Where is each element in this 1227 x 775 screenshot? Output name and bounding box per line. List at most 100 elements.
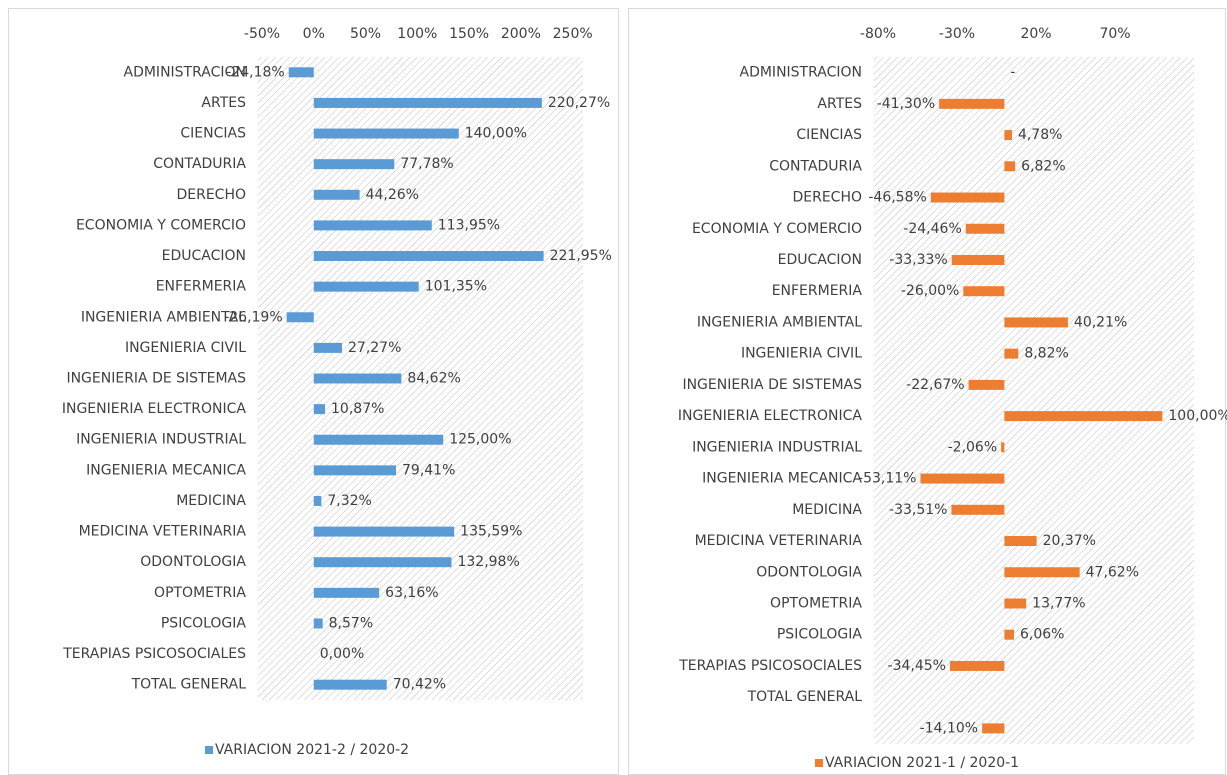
bar bbox=[1004, 317, 1068, 328]
x-tick-label: 200% bbox=[501, 26, 541, 42]
bar bbox=[313, 404, 326, 415]
data-label: 6,06% bbox=[1020, 627, 1064, 643]
data-label: 79,41% bbox=[402, 462, 455, 478]
bar bbox=[951, 504, 1005, 515]
data-label: 0,00% bbox=[320, 646, 364, 662]
data-label: 27,27% bbox=[348, 340, 401, 356]
bar bbox=[965, 223, 1005, 234]
legend-label: VARIACION 2021-2 / 2020-2 bbox=[215, 742, 409, 758]
plot-area bbox=[258, 57, 583, 700]
data-label: -33,33% bbox=[889, 252, 947, 268]
y-tick-label: ECONOMIA Y COMERCIO bbox=[76, 217, 246, 233]
y-tick-label: CONTADURIA bbox=[153, 156, 246, 172]
data-label: 135,59% bbox=[460, 524, 522, 540]
bar bbox=[313, 189, 360, 200]
bar bbox=[313, 434, 444, 445]
y-tick-label: ADMINISTRACION bbox=[124, 64, 247, 80]
bar bbox=[920, 473, 1005, 484]
plot-area bbox=[874, 57, 1194, 744]
bar bbox=[951, 254, 1005, 265]
bar bbox=[313, 526, 455, 537]
bar bbox=[313, 618, 323, 629]
data-label: -53,11% bbox=[858, 471, 916, 487]
y-tick-label: TERAPIAS PSICOSOCIALES bbox=[678, 658, 862, 674]
data-label: 44,26% bbox=[366, 187, 419, 203]
bar bbox=[288, 67, 314, 78]
bar bbox=[1004, 598, 1027, 609]
data-label: 84,62% bbox=[407, 371, 460, 387]
y-tick-label: ENFERMERIA bbox=[772, 283, 863, 299]
y-tick-label: PSICOLOGIA bbox=[161, 615, 247, 631]
y-tick-label: INGENIERIA DE SISTEMAS bbox=[682, 377, 862, 393]
y-tick-label: ARTES bbox=[817, 96, 862, 112]
bar bbox=[313, 465, 397, 476]
data-label: -22,67% bbox=[906, 377, 964, 393]
bar bbox=[313, 128, 459, 139]
bar bbox=[1004, 161, 1016, 172]
bar bbox=[313, 557, 452, 568]
x-tick-label: 0% bbox=[303, 26, 325, 42]
bar bbox=[982, 723, 1005, 734]
y-tick-label: DERECHO bbox=[176, 187, 246, 203]
data-label: 4,78% bbox=[1018, 127, 1062, 143]
y-tick-label: TOTAL GENERAL bbox=[131, 677, 247, 693]
x-tick-label: 100% bbox=[397, 26, 437, 42]
x-tick-label: 250% bbox=[553, 26, 593, 42]
bar bbox=[1004, 629, 1014, 640]
y-tick-label: EDUCACION bbox=[162, 248, 246, 264]
x-tick-label: 50% bbox=[350, 26, 381, 42]
bar bbox=[286, 312, 314, 323]
bar bbox=[313, 679, 387, 690]
bar bbox=[313, 97, 542, 108]
data-label: 13,77% bbox=[1032, 595, 1085, 611]
y-tick-label: INGENIERIA CIVIL bbox=[125, 340, 246, 356]
bar bbox=[1004, 567, 1080, 578]
y-tick-label: INGENIERIA AMBIENTAL bbox=[697, 314, 862, 330]
data-label: 8,57% bbox=[329, 615, 373, 631]
y-tick-label: CONTADURIA bbox=[769, 158, 862, 174]
y-tick-label: DERECHO bbox=[792, 190, 862, 206]
y-tick-label: INGENIERIA INDUSTRIAL bbox=[692, 439, 862, 455]
data-label: -26,00% bbox=[901, 283, 959, 299]
y-tick-label: ARTES bbox=[201, 95, 246, 111]
y-tick-label: ENFERMERIA bbox=[156, 279, 247, 295]
y-tick-label: INGENIERIA MECANICA bbox=[86, 462, 246, 478]
bar bbox=[313, 342, 343, 353]
bar bbox=[313, 587, 380, 598]
data-label: 10,87% bbox=[331, 401, 384, 417]
y-tick-label: TERAPIAS PSICOSOCIALES bbox=[62, 646, 246, 662]
data-label: 77,78% bbox=[400, 156, 453, 172]
bar bbox=[313, 281, 419, 292]
data-label: - bbox=[1010, 65, 1015, 81]
y-tick-label: INGENIERIA ELECTRONICA bbox=[62, 401, 247, 417]
bar bbox=[313, 495, 322, 506]
y-tick-label: TOTAL GENERAL bbox=[747, 689, 863, 705]
bar bbox=[1001, 442, 1005, 453]
bar bbox=[1004, 536, 1037, 547]
y-tick-label: ODONTOLOGIA bbox=[140, 554, 246, 570]
data-label: 70,42% bbox=[393, 677, 446, 693]
y-tick-label: CIENCIAS bbox=[180, 126, 246, 142]
data-label: -41,30% bbox=[877, 96, 935, 112]
bar bbox=[1004, 411, 1163, 422]
data-label: 125,00% bbox=[449, 432, 511, 448]
y-tick-label: INGENIERIA ELECTRONICA bbox=[678, 408, 863, 424]
y-tick-label: ADMINISTRACION bbox=[740, 65, 863, 81]
data-label: -33,51% bbox=[889, 502, 947, 518]
data-label: 47,62% bbox=[1086, 564, 1139, 580]
y-tick-label: INGENIERIA DE SISTEMAS bbox=[66, 371, 246, 387]
x-tick-label: 70% bbox=[1099, 26, 1130, 42]
data-label: 113,95% bbox=[438, 217, 500, 233]
bar bbox=[313, 251, 544, 262]
data-label: 101,35% bbox=[425, 279, 487, 295]
data-label: -24,18% bbox=[226, 64, 284, 80]
bar bbox=[939, 98, 1005, 109]
y-tick-label: INGENIERIA MECANICA bbox=[702, 471, 862, 487]
data-label: 63,16% bbox=[385, 585, 438, 601]
y-tick-label: EDUCACION bbox=[778, 252, 862, 268]
y-tick-label: OPTOMETRIA bbox=[154, 585, 246, 601]
data-label: -34,45% bbox=[888, 658, 946, 674]
data-label: 221,95% bbox=[550, 248, 612, 264]
legend-swatch bbox=[815, 759, 823, 767]
